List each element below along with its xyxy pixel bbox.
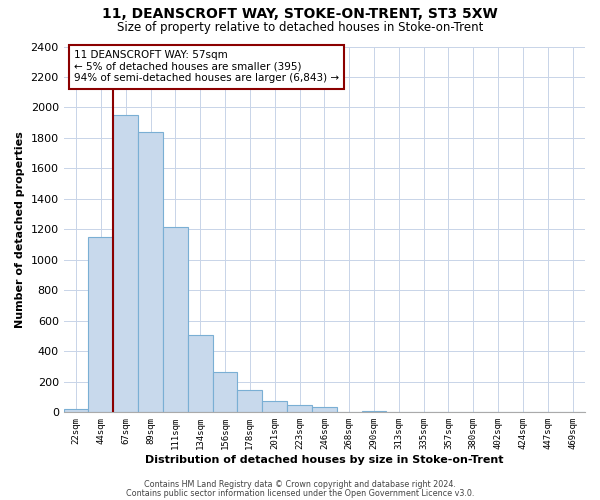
Bar: [64, 408, 88, 412]
Text: 11 DEANSCROFT WAY: 57sqm
← 5% of detached houses are smaller (395)
94% of semi-d: 11 DEANSCROFT WAY: 57sqm ← 5% of detache…: [74, 50, 339, 84]
Bar: [188, 334, 212, 412]
Text: Contains public sector information licensed under the Open Government Licence v3: Contains public sector information licen…: [126, 488, 474, 498]
Bar: [113, 115, 138, 412]
Bar: [362, 411, 386, 412]
Bar: [287, 406, 312, 412]
X-axis label: Distribution of detached houses by size in Stoke-on-Trent: Distribution of detached houses by size …: [145, 455, 503, 465]
Bar: [138, 132, 163, 412]
Bar: [163, 227, 188, 412]
Bar: [262, 401, 287, 412]
Y-axis label: Number of detached properties: Number of detached properties: [15, 131, 25, 328]
Bar: [312, 407, 337, 412]
Text: Contains HM Land Registry data © Crown copyright and database right 2024.: Contains HM Land Registry data © Crown c…: [144, 480, 456, 489]
Text: 11, DEANSCROFT WAY, STOKE-ON-TRENT, ST3 5XW: 11, DEANSCROFT WAY, STOKE-ON-TRENT, ST3 …: [102, 8, 498, 22]
Bar: [88, 237, 113, 412]
Bar: [212, 372, 238, 412]
Bar: [238, 390, 262, 412]
Text: Size of property relative to detached houses in Stoke-on-Trent: Size of property relative to detached ho…: [117, 21, 483, 34]
